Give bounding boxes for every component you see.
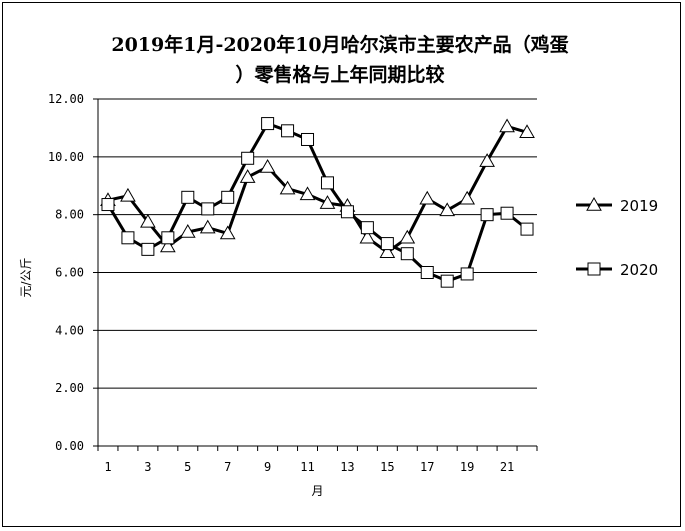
data-point: [281, 124, 295, 138]
data-point: [140, 213, 156, 228]
data-point: [479, 153, 495, 167]
axes: [93, 98, 538, 451]
data-point: [380, 237, 394, 251]
legend-item-2019: 2019: [576, 196, 658, 215]
data-point: [320, 176, 334, 190]
data-point: [360, 221, 374, 235]
data-point: [199, 219, 216, 234]
y-axis-title: 元/公斤: [19, 257, 33, 297]
data-point: [219, 225, 236, 240]
x-tick-label: 7: [224, 460, 231, 474]
series-layer: [100, 117, 535, 288]
y-tick-label: 2.00: [55, 381, 84, 395]
x-tick-labels: 1 3 5 7 9 11 13 15 17 19 21: [104, 460, 514, 474]
data-point: [241, 151, 255, 165]
data-point: [399, 229, 416, 244]
data-point: [499, 118, 515, 133]
x-tick-label: 5: [184, 460, 191, 474]
x-tick-label: 1: [104, 460, 111, 474]
data-point: [101, 198, 115, 212]
series-2020: [101, 117, 534, 288]
data-point: [181, 190, 195, 204]
data-point: [159, 238, 176, 253]
data-point: [239, 169, 256, 183]
y-tick-labels: 0.00 2.00 4.00 6.00 8.00 10.00 12.00: [48, 92, 84, 453]
x-tick-label: 11: [300, 460, 314, 474]
y-tick-label: 8.00: [55, 208, 84, 222]
data-point: [319, 195, 336, 209]
data-point: [201, 202, 215, 216]
data-point: [420, 266, 434, 279]
data-point: [379, 244, 396, 259]
data-point: [179, 224, 196, 238]
legend-label: 2019: [620, 197, 658, 215]
x-tick-label: 15: [380, 460, 394, 474]
data-point: [520, 222, 534, 236]
data-point: [121, 231, 135, 245]
x-axis-title: 月: [311, 484, 323, 498]
data-point: [480, 208, 494, 222]
y-tick-label: 4.00: [55, 323, 84, 337]
data-point: [400, 247, 414, 261]
legend-marker: [586, 196, 602, 211]
y-tick-label: 12.00: [48, 92, 84, 106]
data-point: [141, 242, 155, 256]
data-point: [340, 205, 354, 219]
x-tick-label: 9: [264, 460, 271, 474]
y-tick-label: 6.00: [55, 266, 84, 280]
series-line: [106, 122, 528, 283]
data-point: [161, 231, 175, 245]
data-point: [301, 132, 315, 146]
x-tick-label: 21: [500, 460, 514, 474]
data-point: [419, 190, 436, 205]
legend-item-2020: 2020: [576, 261, 658, 279]
legend: 2019 2020: [576, 196, 658, 279]
data-point: [221, 190, 235, 204]
gridlines: [98, 98, 537, 389]
series-line: [107, 124, 528, 254]
data-point: [519, 124, 535, 139]
data-point: [439, 202, 456, 217]
data-point: [359, 229, 376, 244]
legend-label: 2020: [620, 261, 658, 279]
data-point: [279, 180, 296, 195]
chart-title: 2019年1月-2020年10月哈尔滨市主要农产品（鸡蛋 ）零售格与上年同期比较: [111, 34, 569, 86]
data-point: [299, 186, 316, 201]
x-tick-label: 13: [340, 460, 354, 474]
data-point: [261, 117, 275, 131]
data-point: [460, 267, 474, 281]
data-point: [500, 206, 514, 220]
data-point: [459, 190, 476, 205]
data-point: [259, 158, 276, 173]
x-tick-label: 3: [144, 460, 151, 474]
y-tick-label: 0.00: [55, 439, 84, 453]
data-point: [440, 274, 454, 288]
data-point: [120, 187, 136, 202]
legend-marker: [587, 262, 601, 276]
x-tick-label: 19: [460, 460, 474, 474]
y-tick-label: 10.00: [48, 150, 84, 164]
x-tick-label: 17: [420, 460, 434, 474]
